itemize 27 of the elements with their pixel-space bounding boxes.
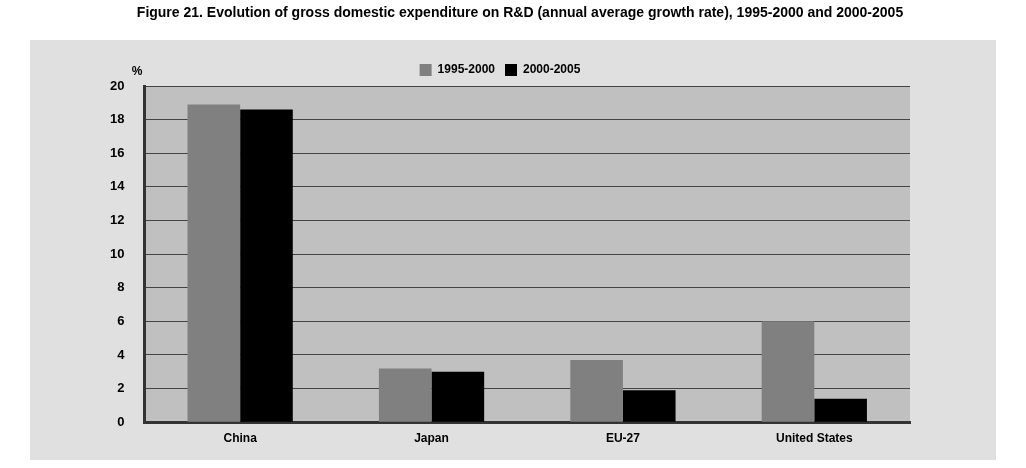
bar bbox=[431, 371, 485, 422]
y-tick-label: 18 bbox=[109, 111, 125, 127]
y-tick-label: 14 bbox=[109, 178, 126, 194]
y-tick-label: 2 bbox=[117, 380, 125, 396]
y-tick-label: 4 bbox=[117, 346, 126, 362]
x-tick-label: China bbox=[223, 430, 258, 445]
legend-label: 1995-2000 bbox=[437, 62, 496, 77]
bar bbox=[187, 104, 241, 422]
x-tick-label: EU-27 bbox=[605, 430, 641, 445]
bar bbox=[761, 321, 815, 422]
bar bbox=[622, 390, 676, 422]
legend-label: 2000-2005 bbox=[523, 62, 581, 77]
y-tick-label: 12 bbox=[109, 212, 125, 228]
y-axis-title: % bbox=[131, 64, 143, 79]
bar bbox=[240, 109, 293, 422]
y-tick-label: 10 bbox=[109, 245, 125, 261]
y-tick-label: 6 bbox=[117, 312, 125, 328]
x-tick-label: United States bbox=[775, 430, 853, 445]
y-tick-label: 8 bbox=[117, 279, 125, 295]
y-tick-label: 20 bbox=[109, 77, 125, 93]
bar bbox=[570, 360, 623, 422]
y-tick-label: 16 bbox=[109, 144, 125, 160]
x-tick-label: Japan bbox=[414, 430, 449, 445]
bar bbox=[814, 398, 867, 422]
y-tick-label: 0 bbox=[117, 413, 125, 429]
bar bbox=[378, 368, 432, 422]
chart-title: Figure 21. Evolution of gross domestic expenditure on R&D (annual average growth rate), 1995-2000 and 2000-2005 bbox=[135, 4, 905, 20]
